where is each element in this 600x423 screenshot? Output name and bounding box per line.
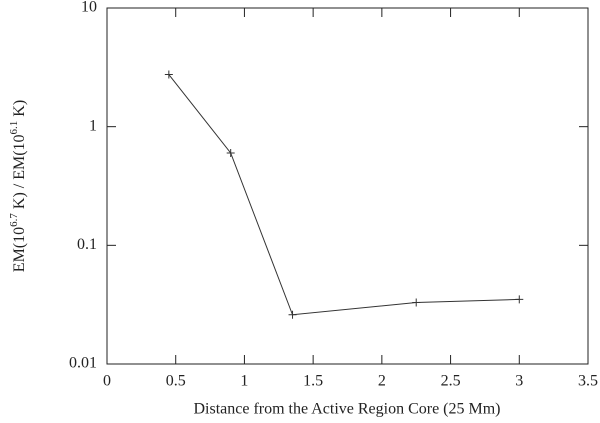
point-marker bbox=[412, 298, 421, 307]
y-label-part: K) / EM(10 bbox=[11, 134, 28, 213]
y-axis-label: EM(106.7 K) / EM(106.1 K) bbox=[8, 100, 28, 272]
x-tick-label: 1 bbox=[240, 373, 248, 390]
x-tick-label: 2 bbox=[378, 373, 386, 390]
y-label-superscript: 6.7 bbox=[8, 213, 20, 227]
point-marker bbox=[226, 148, 235, 157]
plot-frame bbox=[106, 7, 589, 365]
point-marker bbox=[288, 310, 297, 319]
point-marker bbox=[515, 295, 524, 304]
y-label-part: EM(10 bbox=[11, 227, 28, 272]
y-tick-label: 0.1 bbox=[77, 236, 97, 253]
x-tick-label: 2.5 bbox=[441, 373, 461, 390]
x-tick-label: 0 bbox=[103, 373, 111, 390]
x-tick-label: 1.5 bbox=[303, 373, 323, 390]
x-axis-label: Distance from the Active Region Core (25… bbox=[193, 401, 500, 418]
y-tick-label: 0.01 bbox=[69, 355, 97, 372]
point-marker bbox=[164, 70, 173, 79]
x-tick-label: 0.5 bbox=[166, 373, 186, 390]
y-tick-label: 1 bbox=[89, 117, 97, 134]
y-label-superscript: 6.1 bbox=[8, 121, 20, 135]
x-tick-label: 3 bbox=[515, 373, 523, 390]
x-tick-label: 3.5 bbox=[578, 373, 598, 390]
y-label-part: K) bbox=[11, 100, 28, 121]
y-tick-label: 10 bbox=[81, 0, 97, 16]
data-line bbox=[168, 74, 520, 316]
